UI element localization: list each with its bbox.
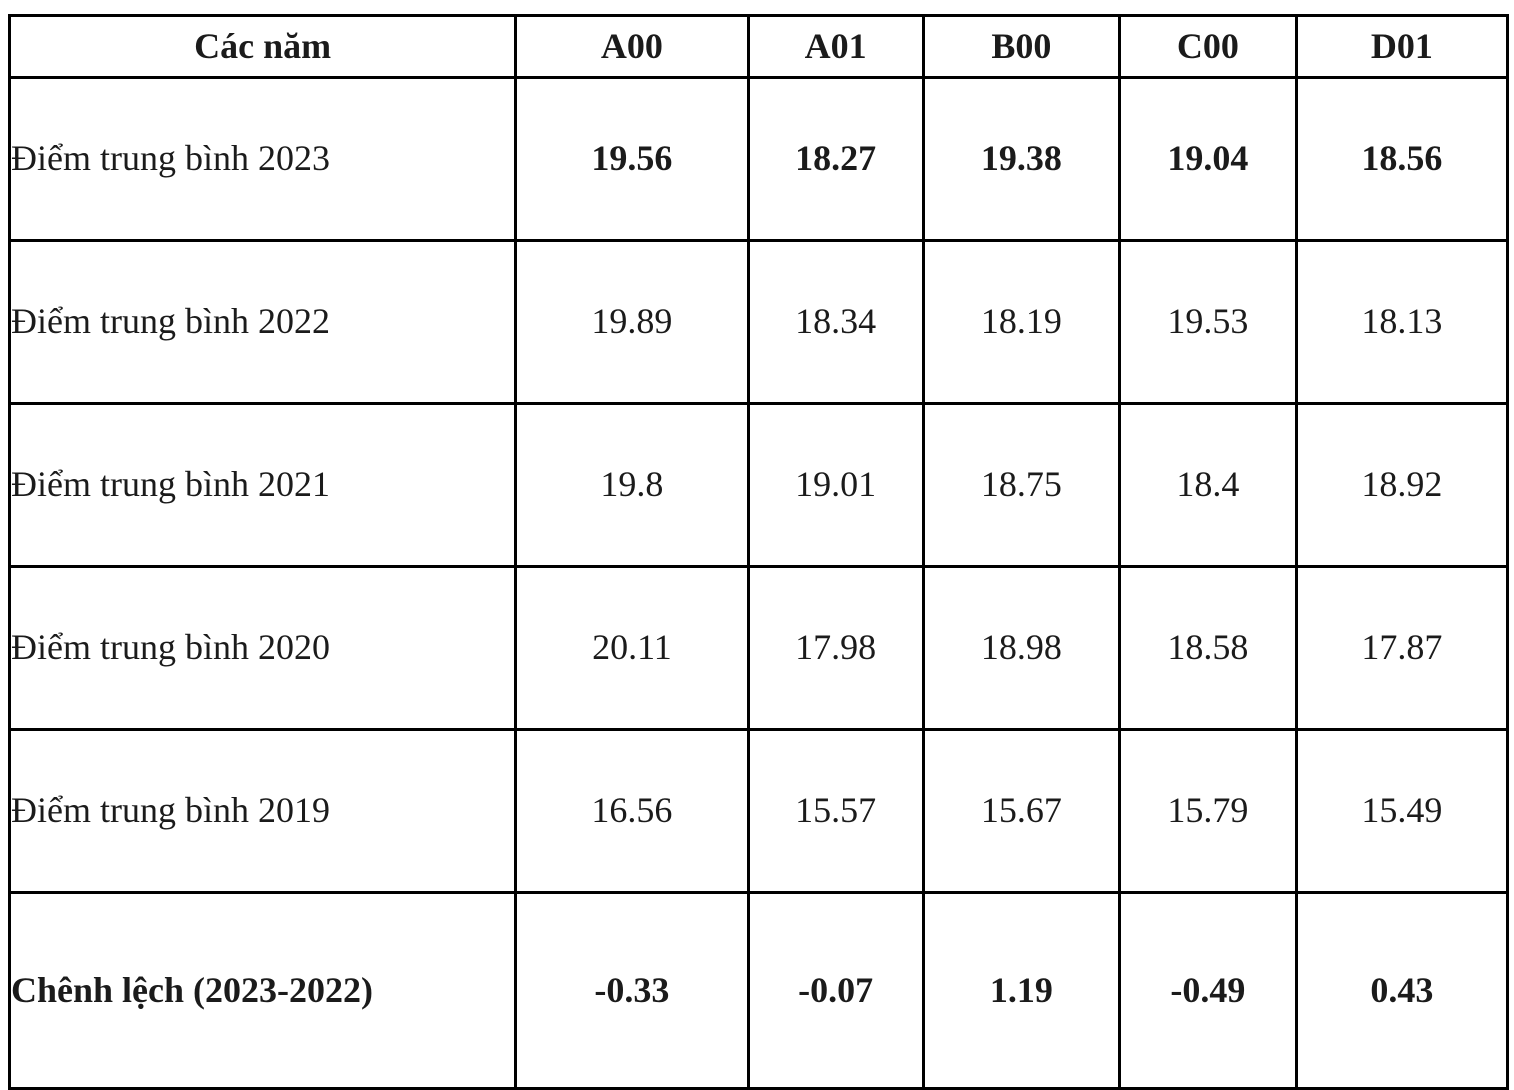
- row-label-avg-2019: Điểm trung bình 2019: [7, 728, 518, 894]
- table-row-avg-2019: Điểm trung bình 2019 16.56 15.57 15.67 1…: [7, 728, 1510, 894]
- avg-2021-c00: 18.4: [1118, 402, 1298, 568]
- avg-2022-b00: 18.19: [921, 239, 1122, 405]
- row-label-avg-2022: Điểm trung bình 2022: [7, 239, 518, 405]
- avg-2022-c00: 19.53: [1118, 239, 1298, 405]
- avg-2019-b00: 15.67: [921, 728, 1122, 894]
- diff-a00: -0.33: [514, 891, 750, 1090]
- avg-2020-a01: 17.98: [746, 565, 925, 731]
- table-row-avg-2022: Điểm trung bình 2022 19.89 18.34 18.19 1…: [7, 239, 1510, 405]
- avg-2019-a01: 15.57: [746, 728, 925, 894]
- avg-2023-b00: 19.38: [921, 76, 1122, 242]
- diff-a01: -0.07: [746, 891, 925, 1090]
- header-block-d01: D01: [1294, 14, 1510, 79]
- avg-2022-d01: 18.13: [1294, 239, 1510, 405]
- avg-2023-a00: 19.56: [514, 76, 750, 242]
- header-block-c00: C00: [1118, 14, 1298, 79]
- diff-d01: 0.43: [1294, 891, 1510, 1090]
- diff-b00: 1.19: [921, 891, 1122, 1090]
- avg-2019-d01: 15.49: [1294, 728, 1510, 894]
- header-block-a01: A01: [746, 14, 925, 79]
- table-row-avg-2020: Điểm trung bình 2020 20.11 17.98 18.98 1…: [7, 565, 1510, 731]
- avg-2023-a01: 18.27: [746, 76, 925, 242]
- row-label-avg-2020: Điểm trung bình 2020: [7, 565, 518, 731]
- row-label-avg-2021: Điểm trung bình 2021: [7, 402, 518, 568]
- avg-2022-a00: 19.89: [514, 239, 750, 405]
- avg-2021-a01: 19.01: [746, 402, 925, 568]
- avg-2021-d01: 18.92: [1294, 402, 1510, 568]
- exam-average-scores-table: Các năm A00 A01 B00 C00 D01 Điểm trung b…: [7, 14, 1510, 1090]
- row-label-avg-2023: Điểm trung bình 2023: [7, 76, 518, 242]
- header-block-b00: B00: [921, 14, 1122, 79]
- header-block-a00: A00: [514, 14, 750, 79]
- avg-2022-a01: 18.34: [746, 239, 925, 405]
- table-row-difference-2023-2022: Chênh lệch (2023-2022) -0.33 -0.07 1.19 …: [7, 891, 1510, 1090]
- avg-2020-b00: 18.98: [921, 565, 1122, 731]
- avg-2020-d01: 17.87: [1294, 565, 1510, 731]
- avg-2019-c00: 15.79: [1118, 728, 1298, 894]
- table-header-row: Các năm A00 A01 B00 C00 D01: [7, 14, 1510, 79]
- avg-2021-a00: 19.8: [514, 402, 750, 568]
- avg-2020-c00: 18.58: [1118, 565, 1298, 731]
- row-label-difference: Chênh lệch (2023-2022): [7, 891, 518, 1090]
- diff-c00: -0.49: [1118, 891, 1298, 1090]
- avg-2023-d01: 18.56: [1294, 76, 1510, 242]
- score-table-container: Các năm A00 A01 B00 C00 D01 Điểm trung b…: [7, 14, 1510, 1090]
- header-years: Các năm: [7, 14, 518, 79]
- table-row-avg-2021: Điểm trung bình 2021 19.8 19.01 18.75 18…: [7, 402, 1510, 568]
- avg-2023-c00: 19.04: [1118, 76, 1298, 242]
- avg-2019-a00: 16.56: [514, 728, 750, 894]
- avg-2020-a00: 20.11: [514, 565, 750, 731]
- avg-2021-b00: 18.75: [921, 402, 1122, 568]
- table-row-avg-2023: Điểm trung bình 2023 19.56 18.27 19.38 1…: [7, 76, 1510, 242]
